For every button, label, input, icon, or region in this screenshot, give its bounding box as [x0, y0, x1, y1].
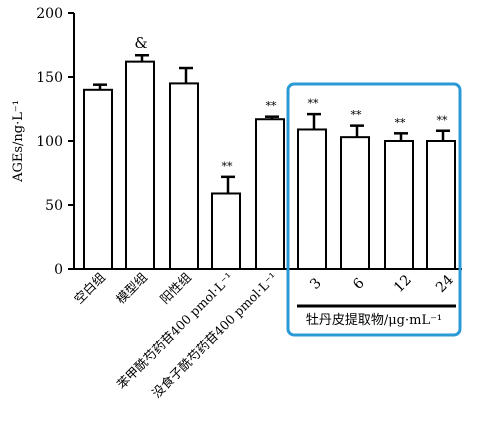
x-tick-label: 6 — [350, 275, 368, 293]
y-tick-group: 0 50 100 150 200 — [36, 6, 74, 278]
bar — [169, 82, 199, 271]
x-tick-label: 模型组 — [113, 270, 150, 307]
bar — [83, 88, 113, 270]
significance-mark: ** — [266, 100, 278, 113]
x-tick-label: 24 — [433, 272, 457, 296]
y-tick-label: 200 — [36, 6, 63, 22]
x-tick-label: 12 — [391, 272, 415, 296]
significance-mark: ** — [395, 116, 407, 129]
bar — [211, 192, 241, 270]
x-tick-label: 3 — [307, 275, 325, 293]
bar — [384, 140, 414, 270]
bar — [426, 140, 456, 270]
x-tick-label: 阳性组 — [157, 270, 194, 307]
y-tick-label: 50 — [45, 198, 63, 214]
bar — [297, 128, 327, 270]
y-tick-label: 100 — [36, 134, 63, 150]
bar — [255, 118, 285, 270]
significance-mark: ** — [351, 109, 363, 122]
significance-mark: ** — [222, 160, 234, 173]
highlight-box — [286, 82, 462, 337]
y-tick-label: 0 — [54, 262, 63, 278]
bar — [125, 60, 155, 270]
significance-mark: ** — [308, 97, 320, 110]
significance-mark: ** — [437, 114, 449, 127]
bar — [340, 136, 370, 270]
x-tick-label: 空白组 — [71, 270, 108, 307]
y-axis-label: AGEs/ng·L⁻¹ — [11, 100, 26, 183]
highlight-group: 牡丹皮提取物/μg·mL⁻¹ — [286, 82, 462, 337]
y-axis: 0 50 100 150 200 AGEs/ng·L⁻¹ — [11, 6, 75, 278]
group-label: 牡丹皮提取物/μg·mL⁻¹ — [306, 312, 442, 328]
y-tick-label: 150 — [36, 70, 63, 86]
significance-mark: & — [134, 34, 147, 52]
bar-group: & ** ** ** ** ** ** — [83, 34, 456, 271]
